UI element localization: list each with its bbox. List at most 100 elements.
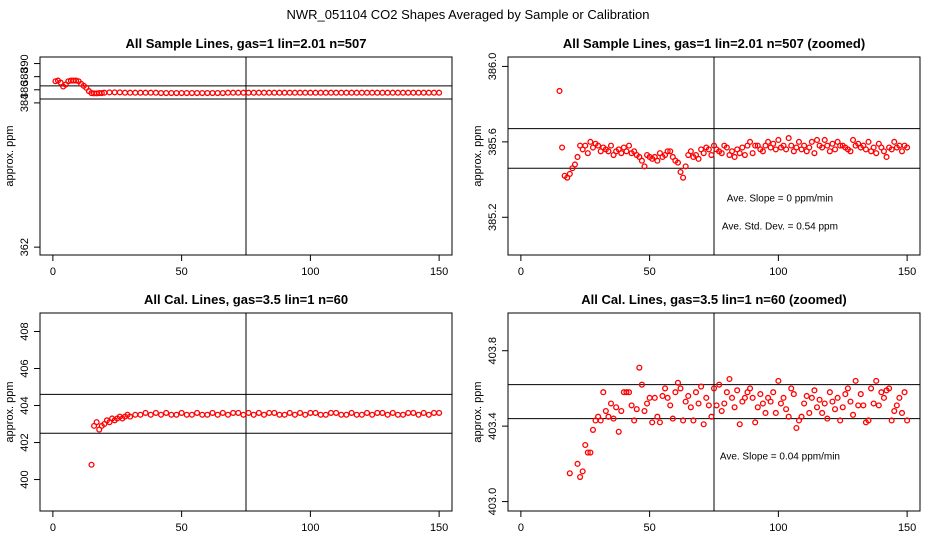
data-point bbox=[770, 140, 777, 147]
data-point bbox=[633, 406, 640, 413]
y-axis-label: approx. ppm bbox=[4, 125, 16, 186]
data-point bbox=[831, 406, 839, 413]
data-point bbox=[860, 402, 867, 409]
data-point bbox=[886, 385, 893, 392]
data-point bbox=[770, 389, 777, 396]
data-point bbox=[793, 424, 800, 432]
data-point bbox=[752, 142, 759, 149]
data-point bbox=[415, 89, 422, 96]
data-point bbox=[883, 153, 890, 160]
x-tick-label: 150 bbox=[430, 522, 448, 534]
data-point bbox=[638, 157, 645, 164]
data-point bbox=[896, 394, 903, 401]
data-point bbox=[741, 394, 748, 401]
data-point bbox=[353, 89, 360, 96]
data-point bbox=[875, 402, 882, 409]
data-point bbox=[230, 409, 237, 416]
data-point bbox=[343, 411, 350, 418]
data-point bbox=[878, 389, 885, 396]
data-point bbox=[214, 411, 221, 418]
x-tick-label: 50 bbox=[644, 522, 656, 534]
y-tick-label: 362 bbox=[19, 238, 31, 256]
data-point bbox=[837, 142, 844, 149]
data-point bbox=[811, 150, 818, 157]
data-point bbox=[641, 163, 648, 170]
data-point bbox=[898, 409, 906, 416]
data-point bbox=[595, 142, 602, 149]
data-point bbox=[425, 89, 432, 96]
data-point bbox=[736, 150, 743, 157]
data-point bbox=[873, 150, 880, 157]
data-point bbox=[584, 449, 591, 456]
data-point bbox=[405, 409, 412, 416]
data-point bbox=[605, 413, 612, 420]
data-point bbox=[286, 89, 293, 96]
data-point bbox=[571, 161, 578, 168]
data-point bbox=[307, 409, 314, 416]
data-point bbox=[245, 409, 252, 416]
data-point bbox=[759, 400, 766, 407]
data-point bbox=[873, 377, 880, 384]
data-point bbox=[436, 409, 443, 416]
y-tick-label: 385.2 bbox=[487, 204, 499, 232]
data-point bbox=[121, 89, 129, 96]
data-point bbox=[708, 413, 715, 420]
data-point bbox=[852, 377, 859, 384]
x-tick-label: 100 bbox=[301, 522, 319, 534]
x-tick-label: 100 bbox=[769, 266, 787, 278]
data-point bbox=[690, 417, 697, 424]
data-point bbox=[317, 89, 324, 96]
y-tick-label: 390 bbox=[19, 54, 31, 72]
data-point bbox=[772, 146, 779, 153]
data-point bbox=[664, 148, 671, 155]
data-point bbox=[759, 148, 766, 155]
data-point bbox=[695, 155, 702, 162]
data-point bbox=[394, 411, 401, 418]
data-point bbox=[607, 400, 615, 407]
data-point bbox=[436, 89, 443, 96]
data-point bbox=[651, 394, 658, 401]
data-point bbox=[654, 157, 661, 164]
x-tick-label: 100 bbox=[301, 266, 319, 278]
data-point bbox=[369, 411, 376, 418]
data-point bbox=[643, 400, 651, 407]
data-point bbox=[204, 90, 211, 97]
data-point bbox=[271, 89, 278, 96]
data-point bbox=[798, 413, 805, 420]
data-point bbox=[667, 402, 674, 409]
data-point bbox=[584, 150, 591, 157]
data-point bbox=[363, 409, 371, 416]
data-point bbox=[839, 404, 846, 411]
data-point bbox=[333, 89, 340, 96]
data-point bbox=[589, 426, 597, 433]
data-point bbox=[728, 148, 736, 155]
data-point bbox=[806, 144, 813, 151]
data-point bbox=[291, 411, 298, 418]
data-point bbox=[718, 150, 725, 157]
data-point bbox=[556, 87, 563, 94]
data-point bbox=[183, 90, 190, 97]
y-axis-label: approx. ppm bbox=[4, 381, 16, 442]
data-point bbox=[152, 89, 159, 96]
data-point bbox=[384, 411, 391, 418]
data-point bbox=[240, 411, 247, 418]
data-point bbox=[669, 415, 676, 422]
data-point bbox=[224, 89, 232, 96]
data-point bbox=[731, 153, 738, 160]
data-point bbox=[430, 409, 438, 416]
data-point bbox=[649, 419, 656, 426]
data-point bbox=[348, 409, 355, 416]
data-point bbox=[157, 90, 165, 97]
x-tick-label: 0 bbox=[50, 522, 56, 534]
data-point bbox=[577, 474, 584, 481]
data-point bbox=[749, 150, 756, 157]
data-point bbox=[870, 144, 877, 151]
y-tick-label: 388 bbox=[19, 67, 31, 85]
data-point bbox=[420, 89, 427, 96]
data-point bbox=[772, 409, 779, 416]
x-tick-label: 100 bbox=[769, 522, 787, 534]
data-point bbox=[680, 174, 687, 181]
data-point bbox=[741, 152, 748, 159]
data-point bbox=[297, 409, 304, 416]
data-point bbox=[623, 148, 630, 155]
